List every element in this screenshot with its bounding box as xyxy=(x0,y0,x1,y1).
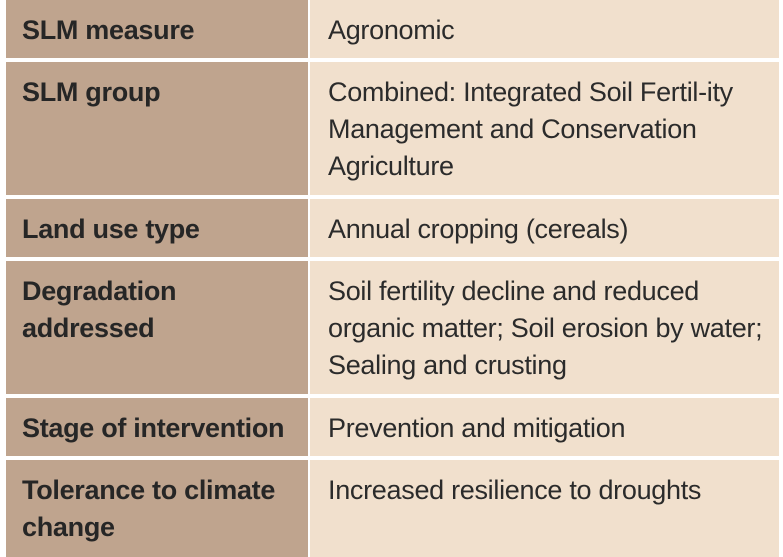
row-key-slm-measure: SLM measure xyxy=(6,0,308,58)
row-value-slm-group: Combined: Integrated Soil Fertil-ity Man… xyxy=(310,62,779,195)
row-value-slm-measure: Agronomic xyxy=(310,0,779,58)
row-key-stage-of-intervention: Stage of intervention xyxy=(6,398,308,456)
row-value-stage-of-intervention: Prevention and mitigation xyxy=(310,398,779,456)
row-value-tolerance-to-climate-change: Increased resilience to droughts xyxy=(310,460,779,557)
row-key-land-use-type: Land use type xyxy=(6,199,308,257)
row-value-land-use-type: Annual cropping (cereals) xyxy=(310,199,779,257)
slm-summary-table: SLM measure Agronomic SLM group Combined… xyxy=(6,0,779,557)
row-key-tolerance-to-climate-change: Tolerance to climate change xyxy=(6,460,308,557)
row-key-degradation-addressed: Degradation addressed xyxy=(6,261,308,394)
row-key-slm-group: SLM group xyxy=(6,62,308,195)
row-value-degradation-addressed: Soil fertility decline and reduced organ… xyxy=(310,261,779,394)
